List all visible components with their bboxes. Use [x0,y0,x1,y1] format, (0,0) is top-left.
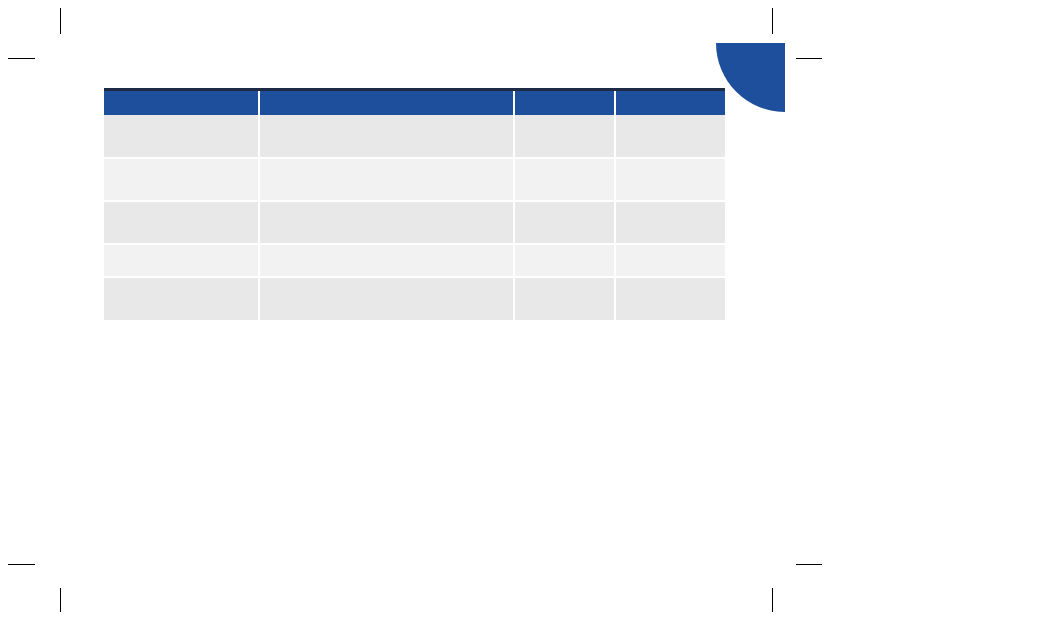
table-cell [616,245,725,276]
table-cell [260,159,513,200]
corner-tab [716,43,785,112]
table [104,88,725,320]
header-cell [260,91,513,115]
table-cell [260,202,513,243]
table-cell [260,115,513,157]
table-row [104,202,725,243]
table-cell [616,115,725,157]
crop-marks [8,8,822,612]
table-row [104,159,725,200]
table-cell [260,245,513,276]
header-cell [515,91,614,115]
table-cell [515,115,614,157]
table-header [104,91,725,115]
table-cell [515,278,614,320]
table-cell [104,245,258,276]
table-cell [616,159,725,200]
table-row [104,245,725,276]
table-top-rule [104,88,725,91]
table-row [104,278,725,320]
header-cell [616,91,725,115]
table-cell [515,245,614,276]
table-cell [616,202,725,243]
table-cell [616,278,725,320]
table-cell [515,159,614,200]
table-cell [104,115,258,157]
table-cell [104,159,258,200]
table-row [104,115,725,157]
table-cell [104,202,258,243]
table-cell [260,278,513,320]
table-cell [104,278,258,320]
header-cell [104,91,258,115]
table-cell [515,202,614,243]
